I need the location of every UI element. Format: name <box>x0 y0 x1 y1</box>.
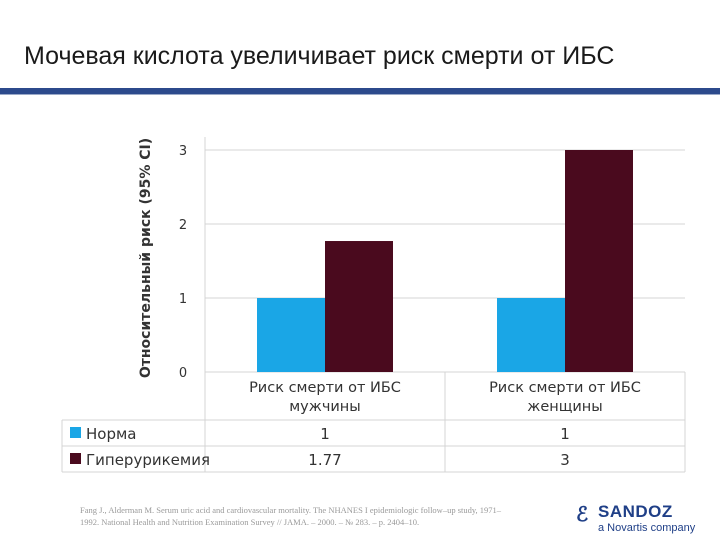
legend-swatch-norma <box>70 427 81 438</box>
data-table-value: 3 <box>560 451 570 469</box>
data-table-value: 1 <box>320 425 330 443</box>
y-tick-label: 1 <box>179 292 187 307</box>
y-tick-label: 0 <box>179 366 187 381</box>
logo-tagline: a Novartis company <box>598 522 696 534</box>
bar-hyper-0 <box>325 241 393 372</box>
bar-norma-0 <box>257 298 325 372</box>
title-divider-thin <box>0 94 720 95</box>
bar-hyper-1 <box>565 150 633 372</box>
legend-swatch-hyper <box>70 453 81 464</box>
bar-chart: 0 1 2 3 Риск смерти от ИБС мужчины Риск смерти… <box>61 137 686 473</box>
sandoz-logo: ℰ SANDOZ a Novartis company <box>576 502 706 536</box>
bar-norma-1 <box>497 298 565 372</box>
x-category-label: Риск смерти от ИБС мужчины <box>249 380 401 415</box>
y-tick-label: 2 <box>179 218 187 233</box>
title-divider <box>0 88 720 94</box>
legend-label: Гиперурикемия <box>86 451 210 469</box>
reference-footnote: Fang J., Alderman M. Serum uric acid and… <box>80 505 502 527</box>
sandoz-logo-icon: ℰ <box>576 502 589 526</box>
y-axis-label: Относительный риск (95% CI) <box>138 138 154 378</box>
x-category-label: Риск смерти от ИБС женщины <box>489 380 641 415</box>
data-table-value: 1 <box>560 425 570 443</box>
page-title: Мочевая кислота увеличивает риск смерти … <box>24 42 615 70</box>
data-table-value: 1.77 <box>308 451 341 469</box>
y-tick-label: 3 <box>179 144 187 159</box>
logo-name: SANDOZ <box>598 502 673 521</box>
legend-label: Норма <box>86 425 137 443</box>
